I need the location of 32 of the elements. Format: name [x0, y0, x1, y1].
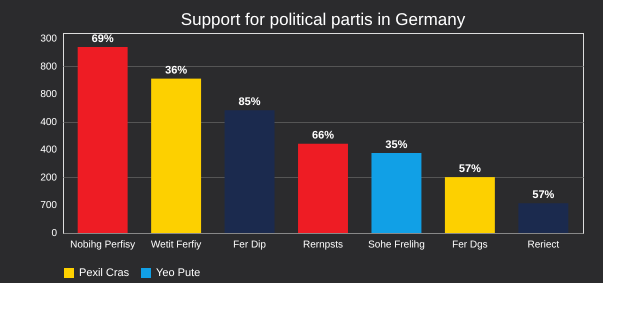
x-tick-label: Fer Dip: [233, 240, 266, 250]
text: 800: [40, 89, 58, 100]
bar: [78, 46, 128, 233]
annotation: 57%: [532, 189, 555, 202]
legend-label: Pexil Cras: [79, 267, 130, 279]
annotation: 66%: [312, 130, 334, 142]
text: 400: [40, 144, 58, 156]
text: 200: [40, 172, 58, 184]
text: 800: [40, 61, 58, 72]
legend-label: Yeo Pute: [156, 267, 200, 279]
text: 300: [40, 34, 58, 45]
annotation: 57%: [458, 163, 482, 176]
x-tick-label: Wetit Ferfiy: [150, 240, 202, 250]
chart-title: Support for political partis in Germany: [180, 10, 466, 29]
text: 0: [51, 228, 58, 239]
bar: [298, 144, 348, 233]
bar: [151, 78, 202, 233]
annotation: 36%: [165, 64, 188, 77]
x-tick-label: Nobihg Perfisy: [70, 240, 136, 250]
x-tick-label: Rernpsts: [302, 240, 344, 250]
x-tick-label: Reriect: [527, 240, 560, 250]
annotation: 35%: [385, 139, 408, 151]
bar: [371, 153, 422, 233]
text: 400: [40, 116, 58, 128]
bar: [224, 110, 275, 233]
x-tick-label: Fer Dgs: [452, 240, 488, 250]
text: 700: [40, 200, 58, 212]
annotation: 85%: [238, 96, 261, 108]
bar: [444, 177, 495, 233]
annotation: 69%: [92, 32, 114, 45]
x-tick-label: Sohe Frelihg: [368, 240, 425, 250]
bar: [518, 203, 568, 233]
